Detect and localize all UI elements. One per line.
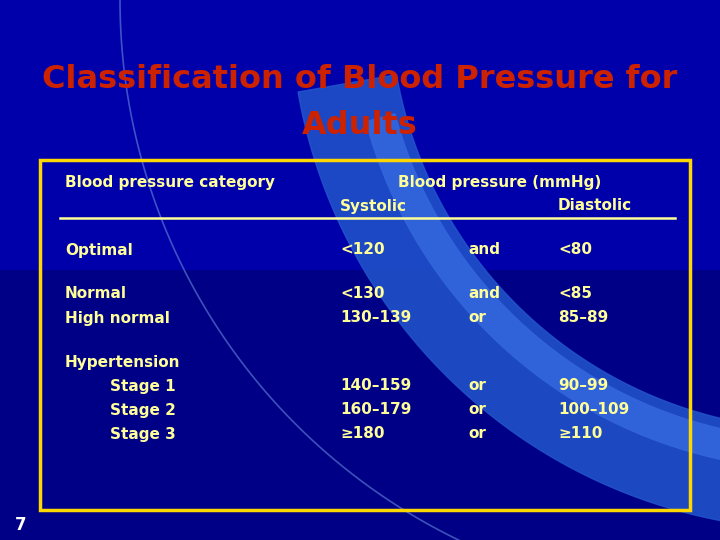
Text: ≥180: ≥180 <box>340 427 384 442</box>
Text: Stage 3: Stage 3 <box>110 427 176 442</box>
Text: 85–89: 85–89 <box>558 310 608 326</box>
Text: Optimal: Optimal <box>65 242 132 258</box>
Text: 130–139: 130–139 <box>340 310 411 326</box>
Text: Hypertension: Hypertension <box>65 354 181 369</box>
Text: Blood pressure (mmHg): Blood pressure (mmHg) <box>398 174 602 190</box>
Text: 160–179: 160–179 <box>340 402 411 417</box>
Text: Systolic: Systolic <box>340 199 407 213</box>
Text: Blood pressure category: Blood pressure category <box>65 174 275 190</box>
Text: Stage 1: Stage 1 <box>110 379 176 394</box>
Text: and: and <box>468 287 500 301</box>
Text: 7: 7 <box>15 516 27 534</box>
Polygon shape <box>366 114 720 470</box>
Text: Classification of Blood Pressure for: Classification of Blood Pressure for <box>42 64 678 96</box>
Text: High normal: High normal <box>65 310 170 326</box>
Text: ≥110: ≥110 <box>558 427 603 442</box>
Text: <130: <130 <box>340 287 384 301</box>
Text: or: or <box>468 402 486 417</box>
Text: Stage 2: Stage 2 <box>110 402 176 417</box>
Text: 140–159: 140–159 <box>340 379 411 394</box>
Text: Adults: Adults <box>302 110 418 140</box>
Text: Diastolic: Diastolic <box>558 199 632 213</box>
Bar <box>0 270 720 540</box>
Text: 90–99: 90–99 <box>558 379 608 394</box>
Text: <85: <85 <box>558 287 592 301</box>
Bar <box>40 160 690 510</box>
Text: and: and <box>468 242 500 258</box>
Text: or: or <box>468 310 486 326</box>
Text: <80: <80 <box>558 242 592 258</box>
Text: 100–109: 100–109 <box>558 402 629 417</box>
Text: Normal: Normal <box>65 287 127 301</box>
Text: or: or <box>468 379 486 394</box>
Text: <120: <120 <box>340 242 384 258</box>
Polygon shape <box>298 75 720 530</box>
Text: or: or <box>468 427 486 442</box>
